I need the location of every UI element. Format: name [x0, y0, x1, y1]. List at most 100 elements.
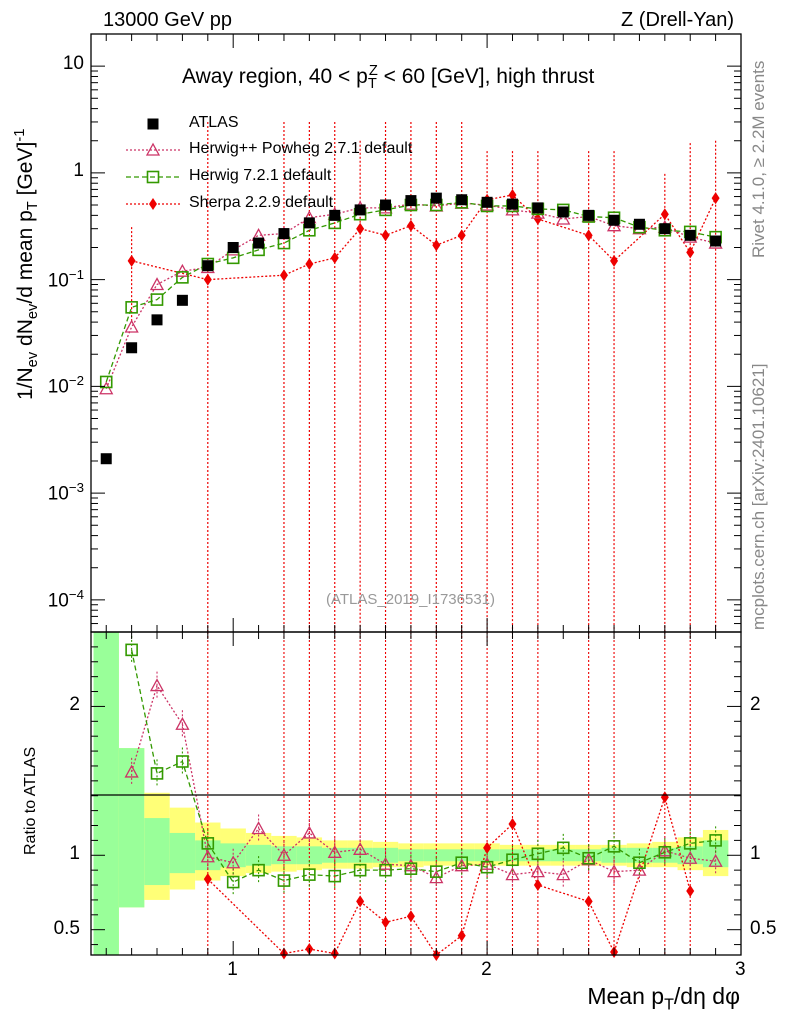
- point-Herwig 7.2.1 default: [150, 293, 164, 306]
- ratio-point-Sherpa 2.2.9 default: [660, 791, 669, 804]
- legend-marker: [145, 142, 161, 156]
- y-tick-mantissa: 10: [62, 53, 84, 75]
- ratio-point-Herwig 7.2.1 default: [556, 841, 570, 855]
- ratio-point-Herwig 7.2.1 default: [150, 767, 164, 780]
- mcplots-label: mcplots.cern.ch [arXiv:2401.10621]: [749, 363, 768, 630]
- x-axis-label: Mean pT/dη dφ: [587, 983, 740, 1014]
- ratio-point-Herwig 7.2.1 default: [201, 837, 215, 850]
- ratio-y-axis-label: Ratio to ATLAS: [22, 746, 39, 855]
- legend-label: Herwig++ Powheg 2.7.1 default: [189, 140, 413, 157]
- ratio-tick-label-right: 2: [750, 694, 761, 716]
- y-tick-mantissa: 10: [47, 590, 69, 612]
- point-Herwig++ Powheg 2.7.1 default: [175, 263, 190, 277]
- point-ATLAS: [608, 214, 620, 226]
- point-Herwig++ Powheg 2.7.1 default: [556, 211, 571, 225]
- point-Sherpa 2.2.9 default: [610, 254, 619, 267]
- band-stat-bin: [601, 847, 627, 863]
- ratio-point-Herwig++ Powheg 2.7.1 default: [454, 858, 469, 872]
- ratio-point-Herwig++ Powheg 2.7.1 default: [302, 825, 317, 839]
- band-stat-bin: [525, 849, 551, 862]
- point-Sherpa 2.2.9 default: [508, 189, 517, 202]
- legend-label: ATLAS: [189, 114, 239, 131]
- point-ATLAS: [405, 195, 417, 207]
- header-right: Z (Drell-Yan): [621, 9, 734, 31]
- ratio-point-Sherpa 2.2.9 default: [508, 818, 517, 831]
- x-tick-label: 2: [481, 959, 492, 980]
- y-axis-label: 1/Nev dNev/d mean pT [GeV]-1: [12, 128, 42, 400]
- point-ATLAS: [557, 206, 569, 218]
- y-tick-mantissa: 10: [47, 376, 69, 398]
- y-tick-mantissa: 10: [47, 483, 69, 505]
- ratio-point-Herwig++ Powheg 2.7.1 default: [124, 764, 139, 778]
- y-tick-label: 10: [63, 53, 84, 75]
- point-Sherpa 2.2.9 default: [457, 229, 466, 242]
- ratio-point-Herwig 7.2.1 default: [125, 643, 138, 657]
- point-Sherpa 2.2.9 default: [127, 254, 136, 267]
- ratio-tick-label-left: 0.5: [53, 917, 80, 939]
- band-stat-bin: [220, 843, 246, 868]
- point-ATLAS: [710, 235, 722, 247]
- chart-title: Away region, 40 < pTZ < 60 [GeV], high t…: [182, 63, 595, 93]
- ratio-point-Sherpa 2.2.9 default: [483, 841, 492, 854]
- y-tick-label: 1: [73, 160, 84, 182]
- ratio-point-Herwig++ Powheg 2.7.1 default: [632, 862, 647, 876]
- point-ATLAS: [176, 294, 188, 306]
- analysis-id: (ATLAS_2019_I1736531): [326, 591, 496, 608]
- line-Sherpa 2.2.9 default: [131, 194, 717, 281]
- ratio-point-Herwig 7.2.1 default: [176, 755, 189, 768]
- point-ATLAS: [430, 192, 442, 204]
- ratio-point-Herwig++ Powheg 2.7.1 default: [200, 849, 215, 863]
- legend: [126, 118, 180, 210]
- ratio-point-Sherpa 2.2.9 default: [381, 916, 390, 929]
- band-stat-bin: [245, 844, 272, 866]
- ratio-point-Herwig 7.2.1 default: [277, 874, 291, 887]
- point-Sherpa 2.2.9 default: [584, 229, 593, 242]
- ratio-point-Herwig 7.2.1 default: [379, 863, 392, 877]
- ratio-point-Sherpa 2.2.9 default: [203, 873, 212, 886]
- point-ATLAS: [481, 196, 493, 208]
- ratio-point-Herwig++ Powheg 2.7.1 default: [657, 843, 672, 857]
- point-Herwig++ Powheg 2.7.1 default: [149, 277, 165, 291]
- legend-marker: [147, 118, 159, 130]
- point-Sherpa 2.2.9 default: [305, 258, 314, 271]
- ratio-point-Herwig 7.2.1 default: [430, 865, 443, 878]
- ratio-point-Herwig 7.2.1 default: [328, 869, 342, 883]
- point-ATLAS: [380, 199, 392, 211]
- ratio-point-Herwig++ Powheg 2.7.1 default: [276, 847, 292, 861]
- ratio-tick-label-left: 1: [69, 843, 80, 865]
- ratio-point-Herwig 7.2.1 default: [607, 840, 621, 853]
- point-Sherpa 2.2.9 default: [660, 208, 669, 221]
- point-Sherpa 2.2.9 default: [432, 239, 441, 252]
- ratio-point-Herwig++ Powheg 2.7.1 default: [606, 864, 622, 878]
- band-stat-bin: [169, 832, 196, 874]
- ratio-point-Sherpa 2.2.9 default: [584, 895, 593, 908]
- band-stat-bin: [702, 840, 729, 868]
- legend-label: Herwig 7.2.1 default: [189, 167, 332, 184]
- ratio-point-Herwig++ Powheg 2.7.1 default: [708, 853, 723, 867]
- ratio-point-Herwig 7.2.1 default: [252, 863, 265, 877]
- ratio-point-Sherpa 2.2.9 default: [406, 910, 415, 923]
- ratio-point-Herwig 7.2.1 default: [226, 875, 240, 889]
- legend-marker: [146, 170, 160, 184]
- legend-marker: [149, 198, 157, 210]
- ratio-point-Herwig++ Powheg 2.7.1 default: [581, 852, 596, 866]
- ratio-point-Herwig 7.2.1 default: [531, 847, 545, 861]
- point-ATLAS: [126, 342, 138, 354]
- ratio-point-Herwig 7.2.1 default: [683, 837, 697, 850]
- ratio-point-Herwig 7.2.1 default: [455, 856, 469, 870]
- y-tick-exponent: −4: [68, 586, 84, 602]
- ratio-point-Herwig++ Powheg 2.7.1 default: [479, 856, 495, 870]
- band-stat-bin: [423, 849, 450, 862]
- point-ATLAS: [354, 204, 366, 216]
- ratio-line-Sherpa 2.2.9 default: [207, 794, 691, 956]
- point-Herwig++ Powheg 2.7.1 default: [124, 319, 139, 333]
- header-left: 13000 GeV pp: [103, 9, 232, 31]
- point-ATLAS: [506, 198, 518, 210]
- point-Sherpa 2.2.9 default: [330, 251, 339, 264]
- point-ATLAS: [151, 314, 163, 326]
- axis-ticks: [91, 33, 742, 955]
- ratio-point-Herwig++ Powheg 2.7.1 default: [403, 858, 419, 872]
- ratio-line-Herwig 7.2.1 default: [130, 649, 716, 883]
- x-tick-label: 1: [227, 959, 238, 980]
- y-tick-exponent: −2: [68, 373, 84, 389]
